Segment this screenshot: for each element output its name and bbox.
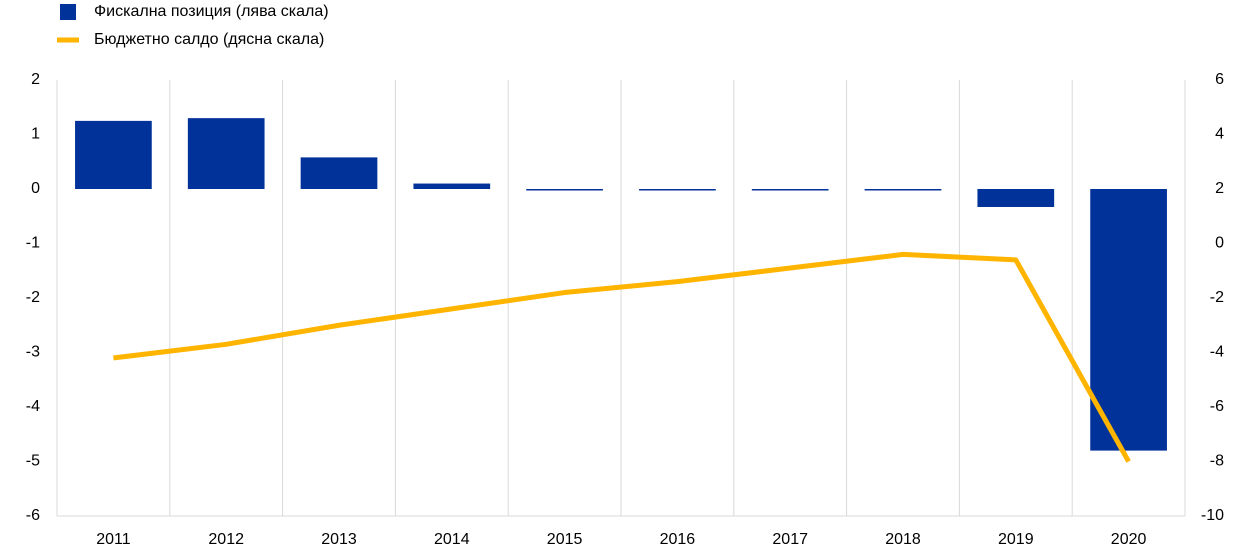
y-tick-label: -4: [26, 398, 40, 415]
bar: [187, 118, 265, 189]
y-tick-label: -5: [26, 453, 40, 470]
legend-label: Бюджетно салдо (дясна скала): [94, 31, 324, 48]
bar: [864, 189, 942, 191]
y-tick-label: -6: [26, 507, 40, 524]
x-tick-label: 2018: [885, 531, 921, 548]
legend-label: Фискална позиция (лява скала): [94, 3, 329, 20]
y-tick-label: 1: [31, 126, 40, 143]
y2-tick-label: 6: [1215, 71, 1224, 88]
y-tick-label: -1: [26, 235, 40, 252]
y2-tick-label: 4: [1215, 126, 1224, 143]
y-tick-label: 0: [31, 180, 40, 197]
y-tick-label: -2: [26, 289, 40, 306]
x-tick-label: 2020: [1111, 531, 1147, 548]
bar: [413, 183, 491, 189]
y2-tick-label: -8: [1210, 453, 1224, 470]
bar: [526, 189, 603, 191]
bar: [639, 189, 716, 191]
x-tick-label: 2015: [547, 531, 583, 548]
x-tick-label: 2013: [321, 531, 357, 548]
legend-swatch: [60, 4, 76, 20]
y2-tick-label: 2: [1215, 180, 1224, 197]
line: [113, 251, 1131, 463]
bar: [977, 189, 1055, 207]
x-tick-label: 2011: [96, 531, 131, 548]
x-tick-label: 2017: [772, 531, 808, 548]
bar: [751, 189, 829, 191]
y-tick-label: -3: [26, 344, 40, 361]
x-tick-label: 2012: [208, 531, 244, 548]
x-tick-label: 2014: [434, 531, 470, 548]
bar: [1090, 189, 1167, 451]
y2-tick-label: 0: [1215, 235, 1224, 252]
bar: [75, 120, 152, 189]
bar: [300, 157, 378, 189]
x-tick-label: 2019: [998, 531, 1034, 548]
y-tick-label: 2: [31, 71, 40, 88]
y2-tick-label: -6: [1210, 398, 1224, 415]
y2-tick-label: -10: [1201, 507, 1224, 524]
y2-tick-label: -4: [1210, 344, 1224, 361]
x-tick-label: 2016: [660, 531, 696, 548]
y2-tick-label: -2: [1210, 289, 1224, 306]
